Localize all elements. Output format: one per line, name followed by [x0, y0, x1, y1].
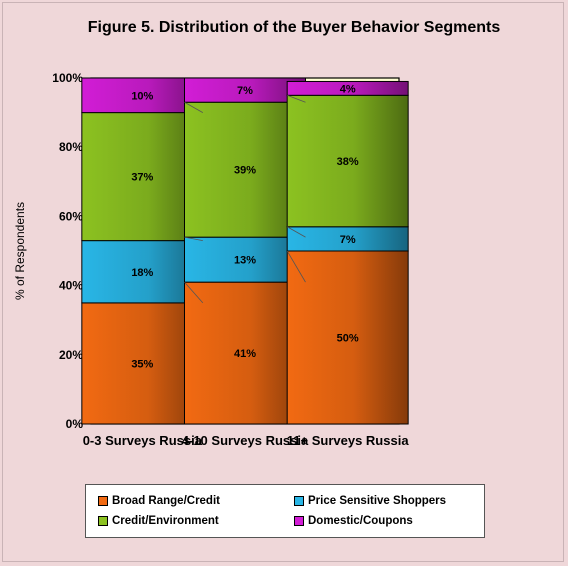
y-tick-label: 80%	[59, 140, 83, 154]
legend-label: Domestic/Coupons	[308, 515, 413, 527]
series-connector-line	[287, 94, 306, 103]
series-connector-line	[184, 281, 204, 304]
legend-swatch	[294, 516, 304, 526]
category-label: 11+ Surveys Russia	[287, 433, 410, 448]
stacked-bar-chart: 0% 20% 40% 60% 80% 100% % of Respondents 35% 18%…	[13, 71, 410, 448]
chart-frame	[2, 2, 564, 562]
legend-label: Price Sensitive Shoppers	[308, 495, 447, 507]
bar-segment	[286, 226, 409, 252]
series-connector-line	[286, 226, 306, 238]
data-label: 18%	[131, 267, 153, 279]
data-label: 4%	[340, 83, 356, 95]
data-label: 50%	[337, 333, 359, 345]
legend-item-price-sensitive-shoppers: Price Sensitive Shoppers	[294, 495, 446, 507]
series-connector-line	[286, 250, 306, 283]
chart-title: Figure 5. Distribution of the Buyer Beha…	[87, 19, 501, 36]
y-axis-title: % of Respondents	[13, 202, 27, 300]
legend-label: Credit/Environment	[112, 515, 219, 527]
legend: Broad Range/Credit Price Sensitive Shopp…	[85, 484, 485, 538]
legend-item-domestic-coupons: Domestic/Coupons	[294, 515, 413, 527]
bar-segment	[286, 250, 409, 425]
data-label: 7%	[237, 85, 253, 97]
category-label: 0-3 Surveys Russia	[83, 433, 203, 448]
data-label: 7%	[340, 234, 356, 246]
y-tick-label: 40%	[59, 279, 83, 293]
bar-segment	[81, 112, 204, 242]
y-tick-label: 60%	[59, 209, 83, 223]
category-label: 4-10 Surveys Russia	[182, 433, 309, 448]
bar-segment	[184, 281, 306, 425]
bar-segment	[184, 236, 306, 283]
series-connector-line	[184, 101, 204, 113]
legend-label: Broad Range/Credit	[112, 495, 220, 507]
data-label: 38%	[337, 156, 359, 168]
y-tick-label: 100%	[52, 71, 83, 85]
data-label: 39%	[234, 165, 256, 177]
series-connector-line	[184, 236, 203, 242]
data-label: 41%	[234, 348, 256, 360]
bar-segment	[81, 240, 204, 304]
data-label: 10%	[131, 90, 153, 102]
y-tick-label: 20%	[59, 348, 83, 362]
legend-swatch	[98, 496, 108, 506]
legend-swatch	[98, 516, 108, 526]
data-label: 37%	[131, 172, 153, 184]
bar-segment	[81, 302, 204, 425]
data-label: 35%	[131, 358, 153, 370]
bar-segment	[184, 77, 306, 103]
bar-segment	[286, 80, 409, 96]
bar-segment	[286, 94, 409, 228]
legend-item-credit-environment: Credit/Environment	[98, 515, 219, 527]
legend-item-broad-range-credit: Broad Range/Credit	[98, 495, 220, 507]
data-label: 13%	[234, 255, 256, 267]
bar-segment	[81, 77, 204, 114]
legend-swatch	[294, 496, 304, 506]
y-tick-label: 0%	[66, 417, 84, 431]
